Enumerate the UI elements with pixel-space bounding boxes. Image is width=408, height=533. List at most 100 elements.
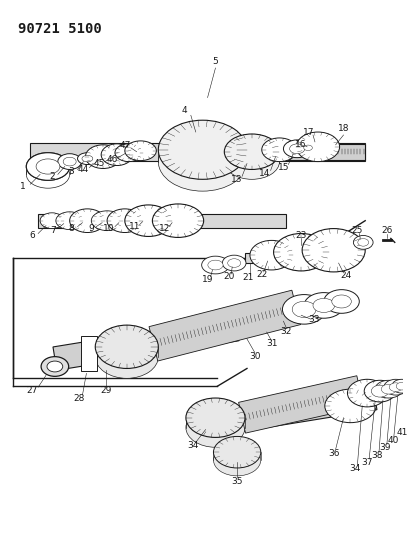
- Ellipse shape: [95, 325, 158, 368]
- Ellipse shape: [107, 209, 142, 232]
- Text: 90721 5100: 90721 5100: [18, 22, 102, 36]
- Text: 22: 22: [256, 270, 267, 279]
- Ellipse shape: [41, 357, 69, 376]
- Polygon shape: [191, 386, 377, 439]
- Text: 34: 34: [350, 464, 361, 473]
- Text: 40: 40: [387, 436, 399, 445]
- Ellipse shape: [304, 293, 344, 318]
- Ellipse shape: [364, 380, 396, 402]
- Ellipse shape: [228, 259, 241, 268]
- Polygon shape: [53, 317, 239, 370]
- Text: 2: 2: [49, 172, 55, 181]
- Ellipse shape: [202, 256, 229, 274]
- Text: 21: 21: [242, 273, 254, 282]
- Text: 37: 37: [361, 457, 373, 466]
- Text: 10: 10: [103, 224, 115, 233]
- Ellipse shape: [91, 211, 123, 231]
- Ellipse shape: [58, 154, 82, 169]
- Text: 44: 44: [78, 165, 89, 174]
- Ellipse shape: [274, 233, 329, 271]
- Ellipse shape: [213, 445, 261, 476]
- Text: 27: 27: [27, 386, 38, 394]
- Text: 14: 14: [259, 169, 271, 178]
- Ellipse shape: [208, 260, 223, 270]
- Ellipse shape: [158, 120, 247, 179]
- Bar: [82, 336, 97, 372]
- Ellipse shape: [313, 298, 335, 312]
- Text: 17: 17: [303, 127, 315, 136]
- Ellipse shape: [115, 144, 142, 161]
- Text: 5: 5: [213, 56, 218, 66]
- Ellipse shape: [358, 239, 369, 246]
- Text: 31: 31: [266, 340, 277, 349]
- Ellipse shape: [296, 132, 339, 161]
- Ellipse shape: [381, 384, 397, 394]
- Text: 11: 11: [129, 222, 140, 231]
- Ellipse shape: [224, 144, 279, 179]
- Polygon shape: [245, 253, 257, 263]
- Polygon shape: [149, 290, 301, 361]
- Text: 39: 39: [379, 443, 390, 452]
- Ellipse shape: [82, 156, 93, 162]
- Ellipse shape: [290, 144, 305, 154]
- Ellipse shape: [300, 143, 316, 153]
- Polygon shape: [38, 214, 286, 228]
- Ellipse shape: [26, 153, 70, 180]
- Text: 26: 26: [381, 226, 392, 235]
- Ellipse shape: [125, 141, 156, 160]
- Ellipse shape: [26, 160, 70, 188]
- Ellipse shape: [371, 385, 389, 397]
- Ellipse shape: [56, 212, 84, 230]
- Ellipse shape: [47, 361, 63, 372]
- Polygon shape: [30, 143, 365, 160]
- Text: 41: 41: [397, 428, 408, 437]
- Text: 28: 28: [74, 393, 85, 402]
- Ellipse shape: [324, 289, 359, 313]
- Text: 3: 3: [69, 167, 75, 176]
- Ellipse shape: [158, 132, 247, 191]
- Text: 33: 33: [308, 314, 320, 324]
- Ellipse shape: [95, 335, 158, 378]
- Ellipse shape: [332, 295, 351, 308]
- Ellipse shape: [302, 229, 365, 272]
- Text: 8: 8: [69, 224, 75, 233]
- Text: 18: 18: [338, 124, 349, 133]
- Ellipse shape: [284, 140, 311, 158]
- Text: 32: 32: [281, 327, 292, 336]
- Ellipse shape: [396, 382, 407, 390]
- Text: 12: 12: [159, 224, 170, 233]
- Ellipse shape: [392, 379, 408, 393]
- Text: 30: 30: [249, 352, 261, 361]
- Text: 13: 13: [231, 175, 243, 184]
- Ellipse shape: [353, 236, 373, 249]
- Ellipse shape: [40, 213, 64, 229]
- Text: 23: 23: [295, 231, 307, 240]
- Text: 25: 25: [352, 226, 363, 235]
- Ellipse shape: [186, 398, 245, 438]
- Ellipse shape: [153, 204, 204, 237]
- Ellipse shape: [389, 383, 402, 392]
- Ellipse shape: [250, 240, 293, 270]
- Ellipse shape: [384, 379, 408, 395]
- Ellipse shape: [282, 295, 326, 324]
- Text: 35: 35: [231, 477, 243, 486]
- Text: 29: 29: [100, 386, 112, 394]
- Text: 16: 16: [295, 140, 307, 149]
- Text: 20: 20: [224, 272, 235, 281]
- Text: 36: 36: [328, 449, 339, 458]
- Ellipse shape: [262, 138, 297, 161]
- Ellipse shape: [348, 379, 387, 407]
- Ellipse shape: [186, 408, 245, 447]
- Ellipse shape: [101, 144, 133, 166]
- Text: 4: 4: [181, 106, 187, 115]
- Ellipse shape: [26, 153, 70, 180]
- Text: 24: 24: [340, 271, 351, 280]
- Ellipse shape: [70, 209, 105, 232]
- Ellipse shape: [78, 153, 97, 165]
- Text: 34: 34: [187, 441, 198, 450]
- Text: 45: 45: [93, 159, 105, 168]
- Text: 1: 1: [20, 182, 25, 191]
- Ellipse shape: [222, 255, 246, 271]
- Ellipse shape: [304, 145, 313, 150]
- Ellipse shape: [36, 159, 60, 174]
